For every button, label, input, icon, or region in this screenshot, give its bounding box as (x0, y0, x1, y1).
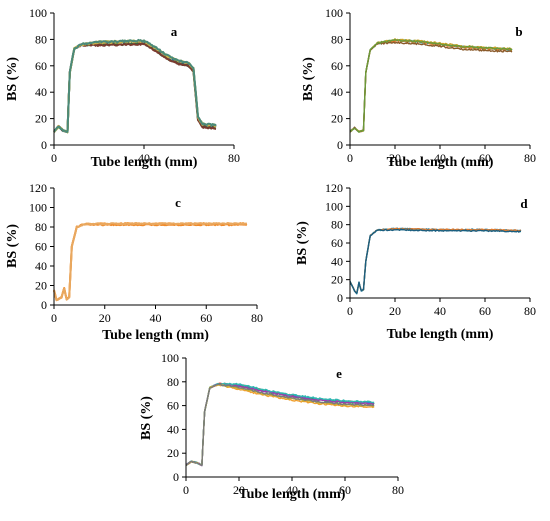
series-line-a-2 (53, 42, 216, 134)
y-tick-label: 0 (337, 291, 343, 305)
x-axis-label: Tube length (mm) (239, 487, 346, 502)
series-line-b-6 (349, 38, 513, 133)
y-tick-label: 100 (161, 351, 179, 365)
x-tick-label: 20 (99, 311, 111, 325)
panel-label: a (171, 24, 178, 39)
x-tick-label: 80 (524, 151, 536, 165)
y-tick-label: 120 (325, 181, 343, 195)
x-tick-label: 60 (339, 483, 351, 497)
x-tick-label: 20 (389, 151, 401, 165)
x-tick-label: 60 (200, 311, 212, 325)
y-axis-label: BS (%) (5, 57, 20, 101)
x-axis-label: Tube length (mm) (102, 328, 209, 343)
y-tick-label: 60 (331, 59, 343, 73)
x-tick-label: 80 (524, 304, 536, 318)
panel-b: 0 20 40 60 80 100 0 20 40 60 80 Tube length (mm) BS … (301, 6, 536, 170)
x-tick-label: 20 (233, 483, 245, 497)
y-tick-label: 40 (331, 254, 343, 268)
y-tick-label: 100 (29, 6, 47, 20)
x-tick-label: 40 (434, 151, 446, 165)
y-tick-label: 20 (167, 446, 179, 460)
y-tick-label: 80 (331, 32, 343, 46)
panel-a: 0 20 40 60 80 100 0 40 80 Tube length (mm) BS (%) a (5, 6, 240, 170)
series-line-c-2 (53, 223, 248, 301)
y-tick-label: 20 (331, 273, 343, 287)
y-tick-label: 0 (41, 298, 47, 312)
series-line-a-6 (53, 38, 217, 133)
y-tick-label: 60 (35, 59, 47, 73)
x-tick-label: 0 (51, 311, 57, 325)
panel-label: b (515, 24, 522, 39)
x-tick-label: 80 (392, 483, 404, 497)
series-line-a-3 (53, 42, 217, 133)
y-tick-label: 60 (35, 240, 47, 254)
series-line-b-5 (349, 41, 513, 133)
y-tick-label: 60 (167, 399, 179, 413)
y-tick-label: 0 (337, 138, 343, 152)
x-tick-label: 0 (183, 483, 189, 497)
x-tick-label: 0 (51, 151, 57, 165)
x-tick-label: 80 (251, 311, 263, 325)
y-tick-label: 80 (167, 375, 179, 389)
panel-label: d (520, 196, 528, 211)
x-tick-label: 0 (347, 151, 353, 165)
x-tick-label: 20 (389, 304, 401, 318)
x-tick-label: 40 (138, 151, 150, 165)
panel-c: 0 20 40 60 80 100 120 0 20 40 60 80 Tube length (mm)… (5, 181, 263, 343)
x-tick-label: 60 (479, 151, 491, 165)
series-line-d-1 (349, 227, 522, 295)
y-tick-label: 60 (331, 236, 343, 250)
panel-label: e (336, 366, 342, 381)
panel-d: 0 20 40 60 80 100 120 0 20 40 60 80 Tube length (mm)… (295, 181, 536, 342)
series-line-b-2 (349, 39, 513, 133)
y-axis-label: BS (%) (295, 221, 310, 265)
x-tick-label: 0 (347, 304, 353, 318)
y-tick-label: 40 (167, 422, 179, 436)
y-tick-label: 80 (35, 32, 47, 46)
series-line-b-1 (349, 39, 513, 133)
x-tick-label: 40 (434, 304, 446, 318)
series-line-e-6 (185, 382, 375, 467)
y-axis-label: BS (%) (301, 57, 316, 101)
panel-e: 0 20 40 60 80 100 0 20 40 60 80 Tube length (mm) BS … (139, 351, 404, 502)
series-line-e-1 (185, 382, 375, 466)
series-line-a-5 (53, 39, 217, 134)
y-tick-label: 0 (173, 470, 179, 484)
series-line-d-3 (349, 227, 522, 294)
y-tick-label: 40 (331, 85, 343, 99)
y-axis-label: BS (%) (5, 224, 20, 268)
x-axis-label: Tube length (mm) (387, 155, 494, 170)
y-tick-label: 120 (29, 181, 47, 195)
series-line-d-4 (349, 228, 521, 294)
x-tick-label: 40 (150, 311, 162, 325)
y-tick-label: 80 (35, 220, 47, 234)
y-tick-label: 40 (35, 259, 47, 273)
x-tick-label: 80 (228, 151, 240, 165)
series-line-c-3 (53, 222, 247, 302)
series-line-c-1 (53, 222, 247, 302)
y-tick-label: 100 (325, 6, 343, 20)
y-tick-label: 40 (35, 85, 47, 99)
x-axis-label: Tube length (mm) (91, 155, 198, 170)
x-axis-label: Tube length (mm) (387, 327, 494, 342)
y-tick-label: 100 (325, 199, 343, 213)
series-line-a-1 (53, 39, 217, 133)
y-tick-label: 80 (331, 218, 343, 232)
series-line-d-2 (349, 228, 522, 295)
y-tick-label: 20 (35, 112, 47, 126)
y-tick-label: 100 (29, 201, 47, 215)
y-tick-label: 20 (331, 112, 343, 126)
series-line-b-3 (349, 39, 512, 133)
x-tick-label: 40 (286, 483, 298, 497)
y-tick-label: 0 (41, 138, 47, 152)
y-axis-label: BS (%) (139, 396, 154, 440)
x-tick-label: 60 (479, 304, 491, 318)
panel-label: c (175, 195, 181, 210)
series-line-b-4 (349, 38, 513, 133)
series-line-e-8 (185, 383, 375, 467)
y-tick-label: 20 (35, 279, 47, 293)
series-line-a-4 (53, 39, 217, 134)
